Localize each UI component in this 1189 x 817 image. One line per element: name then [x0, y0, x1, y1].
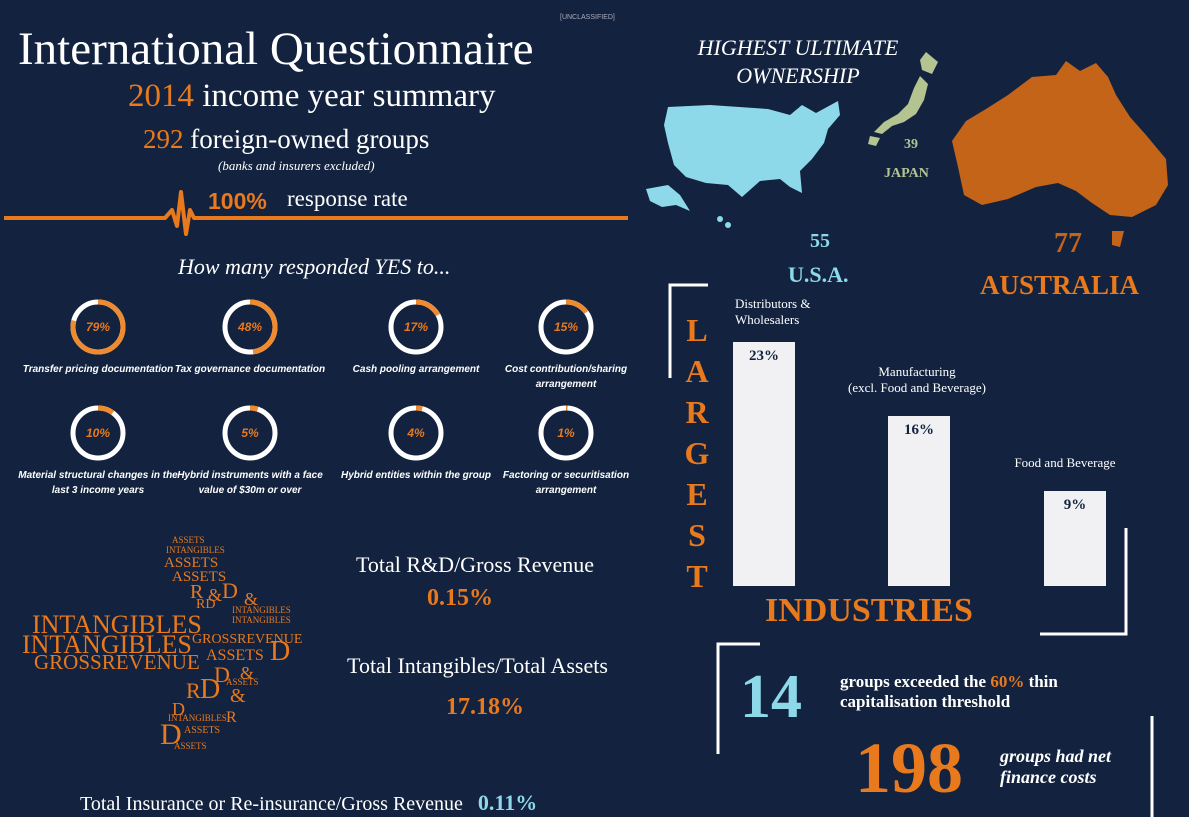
finance-frame [1150, 716, 1154, 817]
question-percent: 1% [557, 426, 575, 440]
heartbeat-line-icon [4, 190, 628, 236]
japan-count: 39 [904, 137, 918, 152]
income-year: 2014 [128, 78, 194, 114]
ring-chart-icon [222, 299, 278, 355]
rd-ratio-label: Total R&D/Gross Revenue [356, 552, 594, 577]
industry-bar-value: 23% [749, 348, 779, 365]
industry-bar-value: 16% [904, 422, 934, 439]
japan-label: JAPAN [884, 166, 929, 181]
finance-count: 198 [855, 728, 963, 808]
industries-title: INDUSTRIES [765, 592, 973, 629]
largest-letter: R [685, 394, 709, 430]
largest-letter: G [684, 435, 710, 471]
questions-heading: How many responded YES to... [178, 254, 451, 279]
industry-bar: 9% [1044, 490, 1106, 586]
largest-letter: L [686, 312, 708, 348]
question-label: Cash pooling arrangement [352, 364, 480, 375]
usa-map-icon [646, 101, 840, 228]
thin-cap-text-post: thin [1028, 672, 1058, 691]
japan-map-icon [868, 52, 938, 146]
question-percent: 4% [407, 426, 425, 440]
question-label: Hybrid instruments with a face value of … [177, 470, 323, 496]
insurance-ratio-value: 0.11% [477, 790, 538, 815]
largest-letter: S [688, 517, 706, 553]
question-label: Tax governance documentation [174, 364, 326, 375]
subtitle-text: income year summary [202, 78, 496, 114]
word-cloud: ASSETS INTANGIBLES ASSETS ASSETS R & D &… [22, 535, 303, 751]
usa-label: U.S.A. [788, 262, 849, 287]
rd-ratio-value: 0.15% [427, 585, 493, 611]
ring-chart-icon [388, 299, 444, 355]
industry-bar-value: 9% [1063, 496, 1087, 513]
thin-cap-threshold: 60% [990, 672, 1025, 691]
finance-line2: finance costs [1000, 767, 1097, 787]
largest-letter: A [685, 353, 709, 389]
intangibles-ratio-value: 17.18% [446, 694, 524, 720]
ring-chart-icon [70, 405, 126, 461]
question-percent: 17% [403, 320, 429, 334]
groups-label: foreign-owned groups [190, 124, 430, 154]
thin-cap-text: groups exceeded the 60% thin capitalisat… [840, 672, 1058, 712]
thin-cap-frame [716, 642, 760, 754]
industry-label: Food and Beverage [1014, 455, 1116, 470]
question-percent: 5% [241, 426, 259, 440]
industry-bar: 16% [888, 416, 950, 586]
page-subtitle: 2014 income year summary [128, 78, 495, 115]
question-label: Cost contribution/sharing arrangement [504, 364, 628, 390]
groups-note: (banks and insurers excluded) [218, 158, 375, 173]
usa-count: 55 [810, 230, 830, 252]
question-label: Hybrid entities within the group [341, 470, 491, 481]
insurance-ratio-line: Total Insurance or Re-insurance/Gross Re… [80, 790, 537, 816]
question-percent: 79% [85, 320, 111, 334]
industry-bar: 23% [733, 342, 795, 586]
response-rate-value: 100% [205, 188, 270, 215]
industries-frame [668, 283, 1128, 636]
groups-count: 292 [143, 124, 184, 154]
industry-label: Distributors & Wholesalers [735, 296, 811, 327]
ring-chart-icon [388, 405, 444, 461]
largest-letter: E [686, 476, 708, 512]
ownership-heading: HIGHEST ULTIMATE OWNERSHIP [697, 35, 899, 88]
classification-label: [UNCLASSIFIED] [560, 14, 615, 21]
largest-letter: T [686, 558, 708, 594]
question-label: Transfer pricing documentation [22, 364, 174, 375]
question-label: Factoring or securitisation arrangement [502, 470, 630, 496]
insurance-ratio-label: Total Insurance or Re-insurance/Gross Re… [80, 793, 463, 815]
page-title: International Questionnaire [18, 23, 534, 75]
question-percent: 10% [85, 426, 111, 440]
groups-count-line: 292 foreign-owned groups [143, 124, 429, 155]
australia-count: 77 [1054, 228, 1082, 259]
intangibles-ratio-label: Total Intangibles/Total Assets [347, 653, 608, 678]
australia-label: AUSTRALIA [980, 270, 1140, 300]
response-rate-label: response rate [283, 186, 412, 212]
question-percent: 15% [553, 320, 579, 334]
question-label: Material structural changes in the last … [18, 470, 178, 496]
question-percent: 48% [237, 320, 263, 334]
thin-cap-text-pre: groups exceeded the [840, 672, 987, 691]
ring-chart-icon [222, 405, 278, 461]
finance-line1: groups had net [1000, 746, 1112, 766]
thin-cap-text-line2: capitalisation threshold [840, 692, 1011, 711]
thin-cap-count: 14 [740, 663, 802, 731]
australia-map-icon [952, 61, 1168, 247]
ring-chart-icon [538, 299, 594, 355]
finance-text: groups had net finance costs [1000, 746, 1111, 788]
ring-chart-icon [538, 405, 594, 461]
industry-label: Manufacturing (excl. Food and Beverage) [848, 364, 986, 395]
ring-chart-icon [70, 299, 126, 355]
